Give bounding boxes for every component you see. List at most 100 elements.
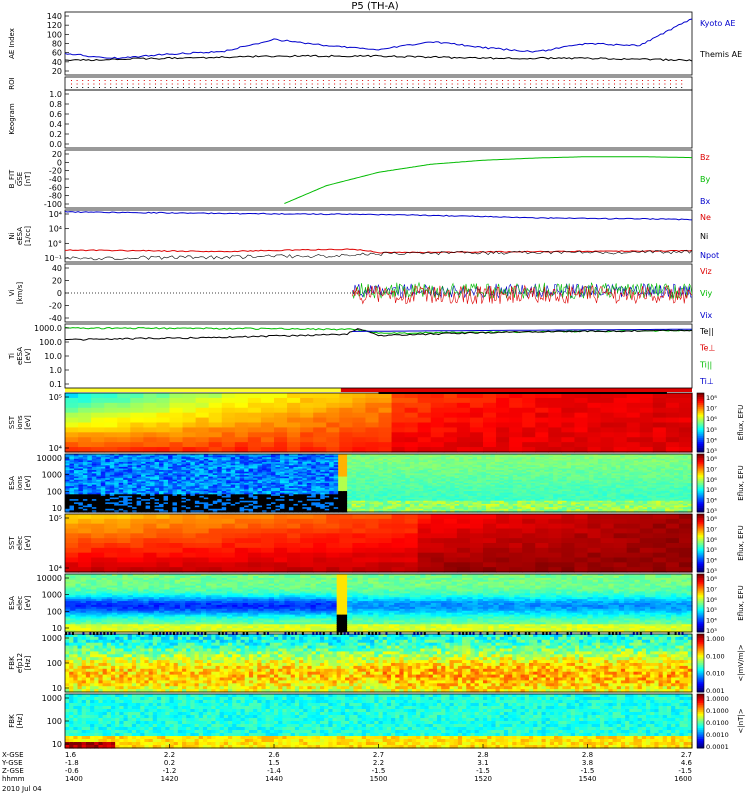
ytick-ni: 10° xyxy=(48,239,62,248)
legend-ni-2: Npot xyxy=(700,251,719,260)
ytick-bfit: -100 xyxy=(44,200,62,209)
ylabel-sst_i: elec xyxy=(16,536,24,551)
ytick-sst_e: 10⁵ xyxy=(49,393,62,402)
spectrogram-esa_e xyxy=(65,454,693,513)
xaxis-x-tick: 2.7 xyxy=(373,751,384,759)
ytick-vi: 0 xyxy=(57,289,62,298)
ylabel-roi: ROI xyxy=(8,77,16,89)
ylabel-fbk_e: [Hz] xyxy=(24,656,32,671)
colorbar-tick: 10⁸ xyxy=(706,575,717,583)
ylabel-sst_i: SST xyxy=(8,536,16,550)
colorbar-cb5 xyxy=(697,634,704,693)
spectrogram-esa_i xyxy=(65,574,693,633)
ylabel-ti: Ti xyxy=(8,353,16,360)
colorbar-tick: 10⁸ xyxy=(706,455,717,463)
legend-bfit-1: By xyxy=(700,175,710,184)
panel-frame-bfit xyxy=(65,150,692,208)
colorbar-tick: 10⁶ xyxy=(706,596,717,604)
ytick-fbk_e: 10 xyxy=(52,684,62,693)
xaxis-y-tick: 3.8 xyxy=(582,759,593,767)
legend-ni-1: Ni xyxy=(700,232,708,241)
legend-vi-1: Viy xyxy=(700,289,713,298)
colorbar-label: Eflux, EFU xyxy=(737,405,745,440)
colorbar-label: <|nT|> xyxy=(737,708,745,733)
ytick-keogram: 0.2 xyxy=(49,130,62,139)
colorbar-tick: 10⁶ xyxy=(706,415,717,423)
ylabel-esa_e: ions xyxy=(16,475,24,490)
xaxis-t-tick: 1520 xyxy=(474,775,492,783)
colorbar-tick: 0.0001 xyxy=(706,743,729,751)
colorbar-tick: 10⁴ xyxy=(706,497,717,505)
ytick-keogram: 0.4 xyxy=(49,120,62,129)
colorbar-tick: 10⁶ xyxy=(706,536,717,544)
ylabel-ae: AE Index xyxy=(8,28,16,59)
ylabel-fbk_b: FBK xyxy=(8,714,16,728)
colorbar-tick: 10⁵ xyxy=(706,426,717,434)
xaxis-row-label: Z-GSE xyxy=(2,767,24,775)
ytick-fbk_e: 1000 xyxy=(42,634,62,643)
colorbar-tick: 0.001 xyxy=(706,687,725,695)
xaxis-t-tick: 1400 xyxy=(65,775,83,783)
ytick-ae: 100 xyxy=(47,30,62,39)
legend-bfit-2: Bx xyxy=(700,197,710,206)
ylabel-sst_e: ions xyxy=(16,415,24,430)
colorbar-tick: 10⁴ xyxy=(706,436,717,444)
xaxis-z-tick: -0.6 xyxy=(65,767,79,775)
colorbar-label: Eflux, EFU xyxy=(737,585,745,620)
spectrogram-fbk_b xyxy=(65,694,693,749)
spectrogram-fbk_e xyxy=(65,634,693,693)
ylabel-ni: [1/cc] xyxy=(24,226,32,246)
colorbar-tick: 10³ xyxy=(706,567,717,575)
xaxis-z-tick: -1.5 xyxy=(581,767,595,775)
legend-ae-1: Themis AE xyxy=(699,50,742,59)
ytick-vi: 40 xyxy=(52,264,62,273)
colorbar-tick: 10⁷ xyxy=(706,465,717,473)
ylabel-keogram: Keogram xyxy=(8,103,16,134)
ylabel-bfit: [nT] xyxy=(24,172,32,186)
date-label: 2010 Jul 04 xyxy=(2,785,42,793)
ytick-ae: 40 xyxy=(52,58,62,67)
series-line-ti- xyxy=(65,327,692,333)
legend-ti-2: Ti|| xyxy=(699,360,712,369)
legend-vi-0: Viz xyxy=(700,267,712,276)
ytick-fbk_b: 1000 xyxy=(42,694,62,703)
ytick-vi: -40 xyxy=(49,314,62,323)
xaxis-z-tick: -1.2 xyxy=(163,767,177,775)
ylabel-fbk_e: efp12 xyxy=(16,653,24,673)
xaxis-t-tick: 1420 xyxy=(161,775,179,783)
ytick-esa_i: 1000 xyxy=(42,591,62,600)
ylabel-sst_e: [eV] xyxy=(24,415,32,430)
series-line-themis-ae xyxy=(65,55,692,61)
xaxis-t-tick: 1500 xyxy=(370,775,388,783)
colorbar-tick: 10⁸ xyxy=(706,515,717,523)
colorbar-tick: 1.000 xyxy=(706,635,725,643)
colorbar-tick: 10⁴ xyxy=(706,557,717,565)
ytick-esa_i: 10 xyxy=(52,624,62,633)
colorbar-cb1 xyxy=(697,393,704,453)
xaxis-x-tick: 2.2 xyxy=(164,751,175,759)
legend-ti-3: Ti⊥ xyxy=(699,377,714,386)
ytick-ni: 10⁴ xyxy=(49,225,62,234)
xaxis-z-tick: -1.5 xyxy=(372,767,386,775)
colorbar-tick: 0.0100 xyxy=(706,719,729,727)
colorbar-label: Eflux, EFU xyxy=(737,525,745,560)
ylabel-bfit: GSE xyxy=(16,172,24,186)
panel-frame-keogram xyxy=(65,90,692,148)
colorbar-tick: 10⁷ xyxy=(706,525,717,533)
ytick-keogram: 0.6 xyxy=(49,110,62,119)
colorbar-tick: 0.0010 xyxy=(706,731,729,739)
colorbar-tick: 10⁶ xyxy=(706,476,717,484)
ytick-fbk_b: 10 xyxy=(52,740,62,749)
xaxis-t-tick: 1600 xyxy=(674,775,692,783)
colorbar-tick: 10³ xyxy=(706,447,717,455)
legend-ti-1: Te⊥ xyxy=(699,344,715,353)
xaxis-x-tick: 2.6 xyxy=(268,751,280,759)
ytick-esa_e: 10000 xyxy=(37,454,62,463)
ylabel-esa_i: elec xyxy=(16,596,24,611)
xaxis-y-tick: 0.2 xyxy=(164,759,175,767)
series-line-kyoto-ae xyxy=(65,19,692,59)
ytick-ae: 120 xyxy=(47,21,62,30)
xaxis-row-label: Y-GSE xyxy=(1,759,23,767)
colorbar-tick: 10³ xyxy=(706,507,717,515)
colorbar-tick: 10⁸ xyxy=(706,394,717,402)
